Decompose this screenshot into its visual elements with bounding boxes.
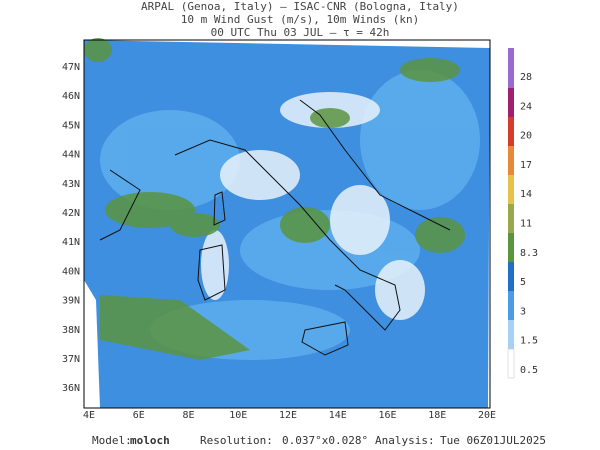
title-line: 10 m Wind Gust (m/s), 10m Winds (kn) xyxy=(181,13,419,26)
latitude-label: 41N xyxy=(62,237,80,248)
colorbar-label: 5 xyxy=(520,277,526,288)
footer-label: Model: xyxy=(92,434,132,447)
colorbar-label: 14 xyxy=(520,189,532,200)
latitude-label: 42N xyxy=(62,208,80,219)
footer-label: Analysis: xyxy=(375,434,435,447)
colorbar-label: 20 xyxy=(520,131,532,142)
colorbar-label: 0.5 xyxy=(520,365,538,376)
colorbar-label: 11 xyxy=(520,219,532,230)
footer-label: Resolution: xyxy=(200,434,273,447)
latitude-label: 39N xyxy=(62,296,80,307)
latitude-label: 40N xyxy=(62,266,80,277)
colorbar-label: 28 xyxy=(520,72,532,83)
colorbar xyxy=(507,48,515,379)
longitude-label: 12E xyxy=(279,410,297,421)
footer-value: 0.037°x0.028° xyxy=(282,434,368,447)
footer-value: Tue 06Z01JUL2025 xyxy=(440,434,546,447)
latitude-label: 47N xyxy=(62,62,80,73)
colorbar-label: 17 xyxy=(520,160,532,171)
longitude-label: 20E xyxy=(478,410,496,421)
latitude-label: 38N xyxy=(62,325,80,336)
title-line: ARPAL (Genoa, Italy) — ISAC-CNR (Bologna… xyxy=(141,0,459,13)
longitude-label: 6E xyxy=(133,410,145,421)
colorbar-label: 8.3 xyxy=(520,248,538,259)
longitude-label: 10E xyxy=(229,410,247,421)
map-area xyxy=(83,38,491,409)
colorbar-label: 1.5 xyxy=(520,336,538,347)
footer-value: moloch xyxy=(130,434,170,447)
longitude-label: 16E xyxy=(378,410,396,421)
latitude-label: 43N xyxy=(62,179,80,190)
colorbar-label: 3 xyxy=(520,306,526,317)
latitude-label: 37N xyxy=(62,354,80,365)
longitude-label: 18E xyxy=(428,410,446,421)
latitude-label: 36N xyxy=(62,383,80,394)
latitude-label: 45N xyxy=(62,120,80,131)
title-line: 00 UTC Thu 03 JUL – τ = 42h xyxy=(211,26,390,39)
longitude-label: 14E xyxy=(329,410,347,421)
longitude-label: 4E xyxy=(83,410,95,421)
colorbar-label: 24 xyxy=(520,101,532,112)
longitude-label: 8E xyxy=(182,410,194,421)
latitude-label: 46N xyxy=(62,91,80,102)
latitude-label: 44N xyxy=(62,150,80,161)
